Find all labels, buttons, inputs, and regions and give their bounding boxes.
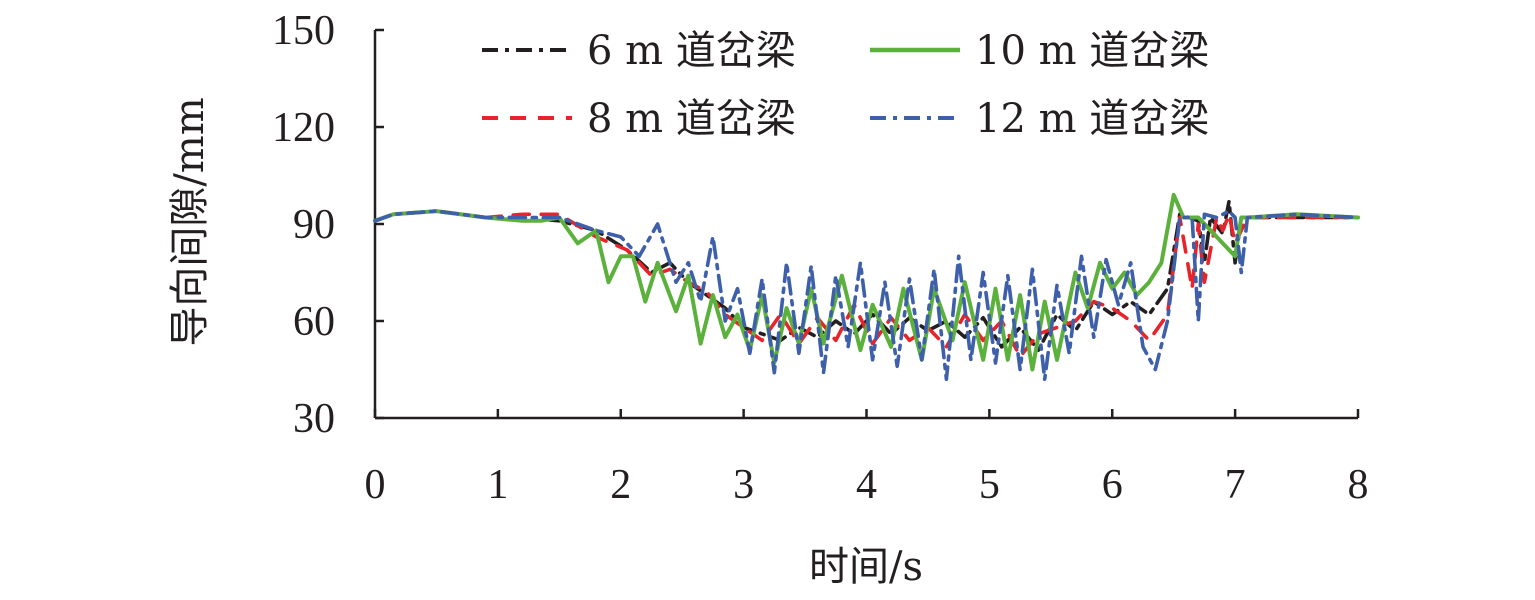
x-axis-title: 时间/s <box>809 544 923 590</box>
x-tick-label: 2 <box>610 462 631 508</box>
x-tick-label: 3 <box>733 462 754 508</box>
axes: 30 60 90 120 150 0 1 2 3 4 5 6 7 8 <box>272 8 1369 508</box>
legend-label-3: 10 m 道岔梁 <box>975 28 1209 74</box>
y-tick-label: 60 <box>293 299 335 345</box>
series-line-4 <box>373 209 1360 382</box>
legend-label-2: 8 m 道岔梁 <box>587 96 796 142</box>
y-tick-label: 120 <box>272 105 335 151</box>
x-tick-label: 8 <box>1348 462 1369 508</box>
series-line-1 <box>373 199 1360 352</box>
legend: 6 m 道岔梁 10 m 道岔梁 8 m 道岔梁 12 m 道岔梁 <box>482 28 1209 142</box>
y-tick-label: 150 <box>272 8 335 54</box>
series-line-3 <box>373 192 1360 372</box>
x-tick-label: 6 <box>1102 462 1123 508</box>
x-tick-label: 0 <box>365 462 386 508</box>
y-tick-label: 30 <box>293 396 335 442</box>
x-tick-label: 1 <box>487 462 508 508</box>
y-axis-title: 导向间隙/mm <box>167 97 213 346</box>
y-tick-label: 90 <box>293 202 335 248</box>
x-tick-label: 7 <box>1225 462 1246 508</box>
legend-label-4: 12 m 道岔梁 <box>975 96 1209 142</box>
series-lines <box>373 192 1360 382</box>
legend-label-1: 6 m 道岔梁 <box>587 28 796 74</box>
x-tick-label: 4 <box>856 462 877 508</box>
x-tick-label: 5 <box>979 462 1000 508</box>
series-line-2 <box>373 209 1360 359</box>
